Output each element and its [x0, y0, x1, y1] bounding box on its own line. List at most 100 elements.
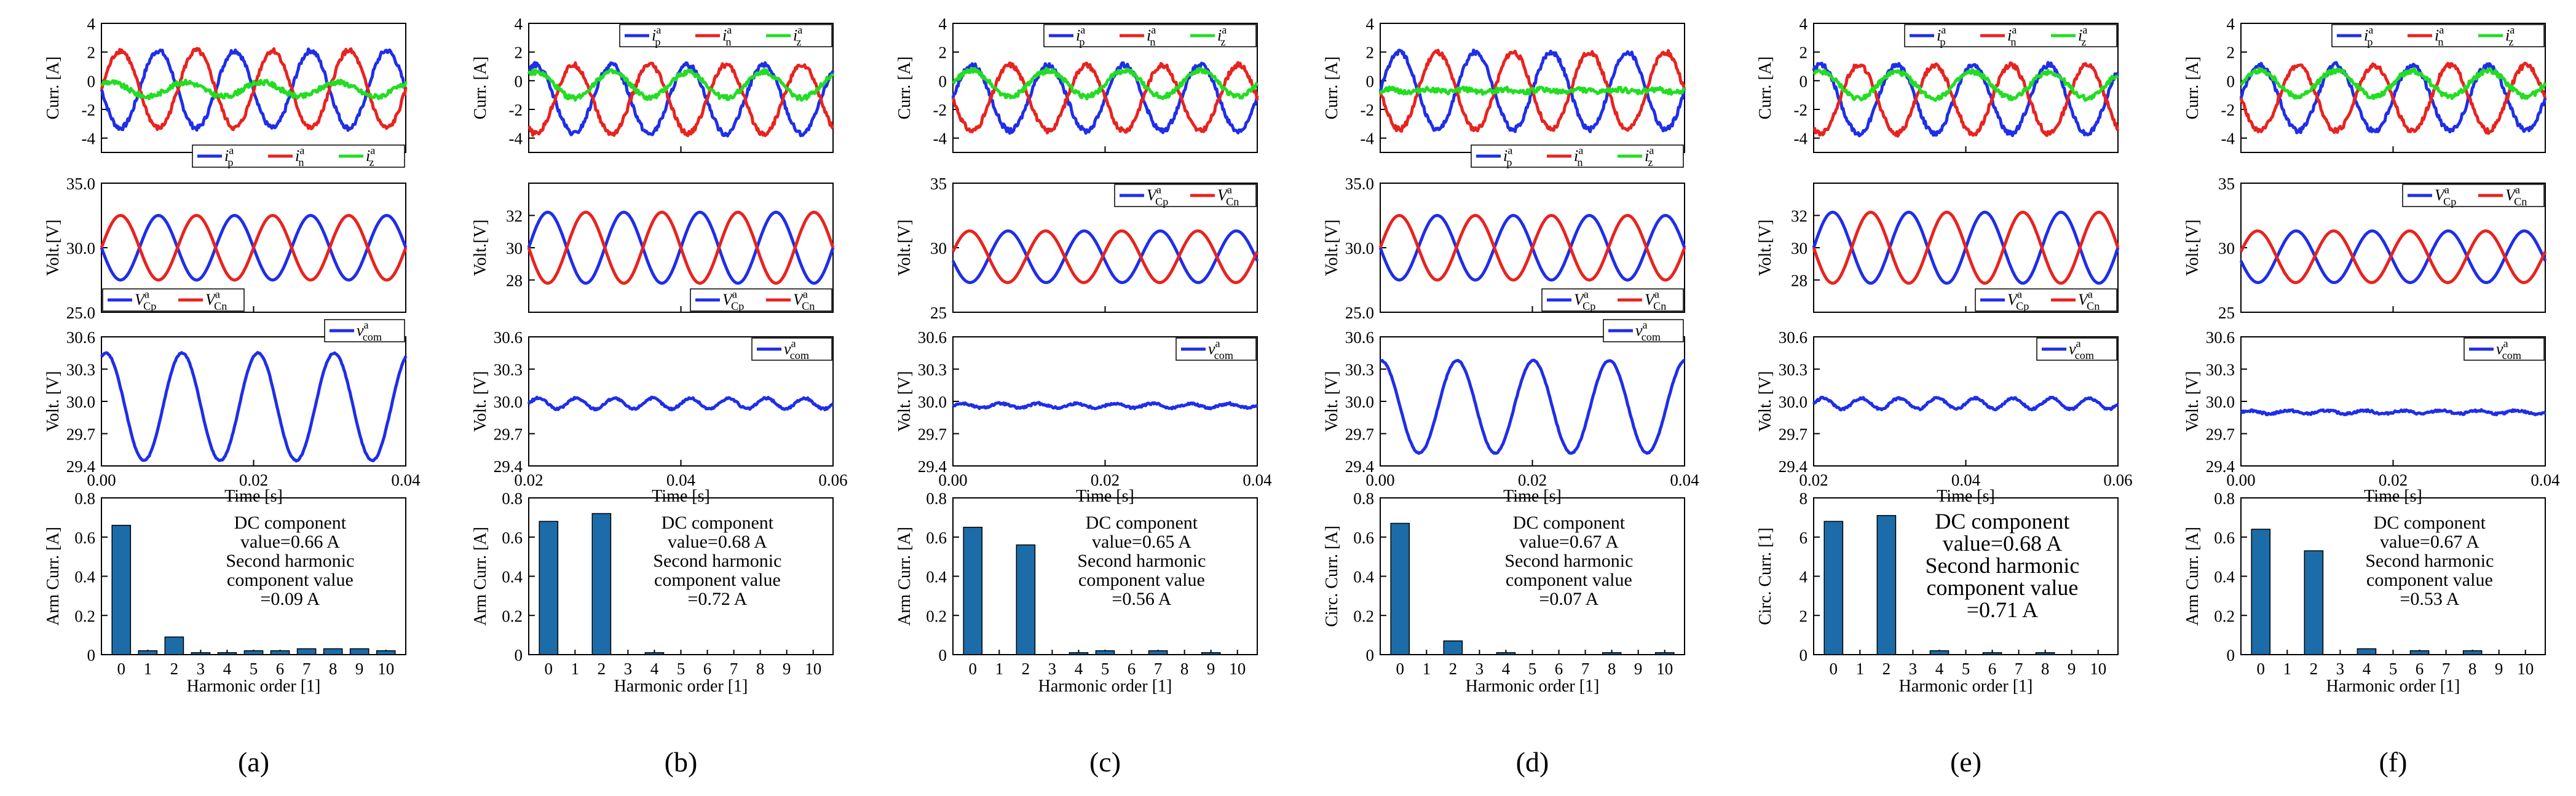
- legend: ia p ia n ia z: [2331, 23, 2545, 48]
- y-tick-label: 4: [1800, 568, 1808, 586]
- y-tick-label: 30.6: [2206, 328, 2235, 347]
- annotation-line: DC component: [1513, 513, 1626, 533]
- x-axis-label: Harmonic order [1]: [1899, 677, 2033, 696]
- bar-8: [323, 648, 343, 655]
- bar-10: [376, 650, 396, 655]
- x-tick-label: 9: [355, 660, 364, 678]
- annotation-line: component value: [654, 570, 781, 590]
- legend-label: va com: [1208, 337, 1233, 361]
- y-axis-label: Arm Curr. [A]: [44, 527, 63, 626]
- y-tick-label: 30.3: [918, 361, 947, 379]
- y-tick-label: -2: [933, 101, 947, 119]
- x-tick-label: 5: [2389, 660, 2398, 678]
- y-axis-label: Curr. [A]: [1756, 57, 1775, 120]
- y-tick-label: 29.7: [494, 425, 523, 444]
- legend: Va Cp Va Cn: [1975, 288, 2117, 312]
- legend: Va Cp Va Cn: [690, 288, 832, 312]
- bar-2: [1016, 544, 1036, 655]
- annotation-line: value=0.67 A: [1519, 532, 1619, 552]
- x-tick-label: 4: [2363, 660, 2371, 678]
- bar-0: [1390, 522, 1410, 655]
- y-tick-label: 0.8: [926, 489, 947, 508]
- y-tick-label: 2: [1800, 607, 1808, 625]
- y-tick-label: 2: [1800, 44, 1808, 62]
- y-axis-label: Curr. [A]: [1322, 57, 1341, 120]
- bar-0: [963, 527, 983, 655]
- legend-box: [1043, 24, 1257, 47]
- x-tick-label: 0.04: [2531, 471, 2560, 489]
- x-axis-label: Time [s]: [652, 487, 710, 506]
- vcom-chart: 30.6 30.3 30.0 29.7 29.4 Volt. [V] 0.00 0.02 0.0…: [2183, 328, 2560, 506]
- legend-label: ia z: [2078, 23, 2087, 48]
- annotation-line: component value: [1078, 570, 1205, 590]
- legend: va com: [1603, 318, 1684, 343]
- bar-5: [243, 650, 264, 655]
- bar-7: [1148, 650, 1168, 655]
- y-tick-label: 0: [87, 72, 96, 90]
- series-V-Cn-a: [100, 214, 408, 282]
- bar-8: [2462, 650, 2483, 655]
- annotation-line: Second harmonic: [653, 551, 781, 571]
- y-tick-label: 32: [1791, 207, 1808, 226]
- legend-label: Va Cn: [793, 288, 815, 312]
- x-tick-label: 4: [1935, 660, 1944, 678]
- annotation-line: component value: [227, 570, 354, 590]
- annotation-line: Second harmonic: [1925, 553, 2079, 578]
- y-tick-label: 0: [1800, 72, 1808, 90]
- legend-label: ia n: [295, 144, 304, 168]
- y-tick-label: -4: [1794, 130, 1808, 148]
- annotation-line: Second harmonic: [1077, 551, 1206, 571]
- current-chart: 4 2 0 -2 -4 Curr. [A] ia p ia n ia z: [1756, 15, 2120, 153]
- voltage-chart: 32 30 28 Volt.[V] Va Cp Va Cn: [471, 183, 835, 313]
- x-tick-label: 6: [2416, 660, 2424, 678]
- annotation-line: Second harmonic: [1504, 551, 1633, 571]
- y-axis-label: Volt. [V]: [44, 371, 63, 431]
- y-tick-label: 0.2: [926, 607, 947, 625]
- panel-caption: (c): [1089, 746, 1121, 778]
- y-tick-label: 30: [506, 239, 523, 258]
- y-tick-label: 0.8: [2214, 489, 2235, 508]
- series-i-z-a: [100, 78, 408, 101]
- x-tick-label: 0.02: [239, 471, 268, 489]
- y-tick-label: 29.4: [918, 457, 947, 476]
- bar-6: [1982, 652, 2002, 655]
- annotation-line: Second harmonic: [2365, 551, 2494, 571]
- y-tick-label: 0.2: [2214, 607, 2235, 625]
- legend: ia p ia n ia z: [1904, 23, 2117, 48]
- annotation-line: =0.09 A: [260, 589, 320, 609]
- series-i-z-a: [2240, 66, 2547, 100]
- vcom-chart: 30.6 30.3 30.0 29.7 29.4 Volt. [V] 0.02 0.04 0.0…: [1756, 328, 2133, 506]
- x-tick-label: 0: [545, 660, 553, 678]
- y-tick-label: 0: [515, 72, 523, 90]
- y-tick-label: -2: [2221, 101, 2235, 119]
- legend-label: ia z: [1217, 23, 1227, 48]
- y-tick-label: 35.0: [1345, 175, 1374, 193]
- x-tick-label: 10: [2090, 660, 2106, 678]
- annotation-line: component value: [1506, 570, 1632, 590]
- y-tick-label: 29.4: [1345, 457, 1375, 476]
- y-tick-label: 8: [1800, 489, 1808, 508]
- y-axis-label: Volt. [V]: [895, 371, 914, 431]
- y-tick-label: 0.2: [74, 607, 95, 625]
- x-tick-label: 10: [377, 660, 394, 678]
- y-tick-label: 29.4: [1779, 457, 1808, 476]
- bar-0: [2251, 529, 2271, 655]
- y-tick-label: 30.6: [66, 328, 95, 347]
- x-tick-label: 0.00: [1365, 471, 1394, 489]
- x-tick-label: 8: [2041, 660, 2050, 678]
- x-axis-label: Time [s]: [224, 487, 283, 506]
- legend-label: Va Cp: [722, 288, 744, 312]
- x-tick-label: 0.00: [2226, 471, 2255, 489]
- y-tick-label: 0: [939, 646, 947, 664]
- panel-caption: (f): [2379, 746, 2408, 778]
- x-tick-label: 1: [571, 660, 580, 678]
- x-tick-label: 4: [1075, 660, 1083, 678]
- x-tick-label: 3: [1476, 660, 1484, 678]
- annotation-line: DC component: [662, 513, 774, 533]
- bar-2: [164, 636, 184, 655]
- legend-label: va com: [784, 337, 809, 361]
- y-tick-label: 29.7: [2206, 425, 2235, 444]
